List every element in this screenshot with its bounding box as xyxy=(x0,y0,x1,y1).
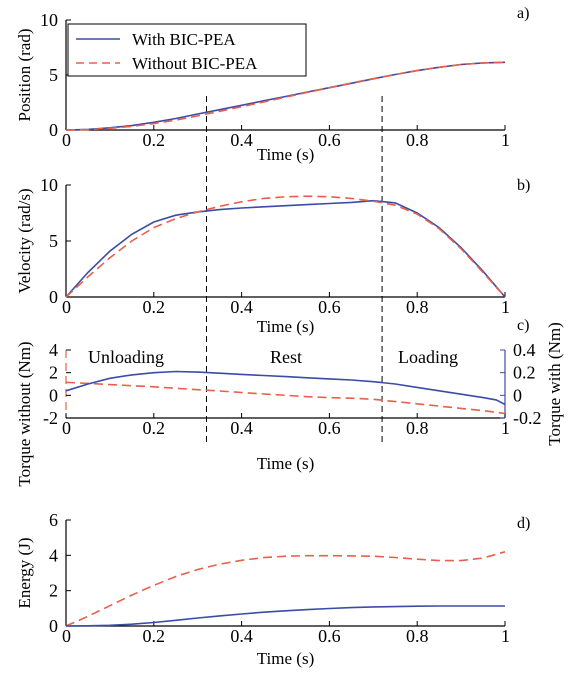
panel-b-ytick-label: 5 xyxy=(49,231,58,251)
panel-a-xtick-label: 0 xyxy=(62,130,71,150)
panel-c-ytick-label: 2 xyxy=(49,363,58,383)
panel-c-ytick-label: 4 xyxy=(49,340,58,360)
legend: With BIC-PEA Without BIC-PEA xyxy=(67,23,307,77)
panel-b-xtick-label: 0.8 xyxy=(406,297,429,317)
panel-d-series-without xyxy=(65,551,506,627)
panel-d-xtick-label: 1 xyxy=(501,626,510,646)
panel-c-ytick-right-label: 0 xyxy=(513,385,522,405)
panel-c-xtick-label: 0 xyxy=(62,418,71,438)
panel-b-ylabel: Velocity (rad/s) xyxy=(15,188,34,293)
panel-c-panel-label: c) xyxy=(517,317,529,334)
panel-c-series-with xyxy=(65,370,506,406)
panel-c-xlabel: Time (s) xyxy=(257,454,314,473)
panel-d-xlabel: Time (s) xyxy=(257,649,314,668)
panel-a-xtick-label: 1 xyxy=(501,130,510,150)
panel-d-xtick-label: 0.4 xyxy=(230,626,253,646)
axes-layer xyxy=(65,19,506,627)
panel-c-ylabel: Torque without (Nm) xyxy=(15,341,34,486)
panel-a-xtick-label: 0.2 xyxy=(143,130,166,150)
panel-b-xtick-label: 0.6 xyxy=(318,297,341,317)
panel-d-ylabel: Energy (J) xyxy=(15,538,34,609)
panel-b-xlabel: Time (s) xyxy=(257,317,314,336)
panel-d-ytick-label: 2 xyxy=(49,581,58,601)
panel-c-xtick-label: 0.2 xyxy=(143,418,166,438)
panel-a-xlabel: Time (s) xyxy=(257,145,314,164)
panel-c-xtick-label: 1 xyxy=(501,418,510,438)
panel-b-series-without xyxy=(65,195,506,298)
panel-a-series-without xyxy=(65,61,506,131)
panel-a-xtick-label: 0.8 xyxy=(406,130,429,150)
panel-d-ytick-label: 0 xyxy=(49,616,58,636)
panel-b-ytick-label: 0 xyxy=(49,287,58,307)
panel-b-xtick-label: 0.4 xyxy=(230,297,253,317)
panel-b-xtick-label: 1 xyxy=(501,297,510,317)
panel-d-xtick-label: 0.6 xyxy=(318,626,341,646)
legend-with-label: With BIC-PEA xyxy=(132,30,236,49)
panel-c-ytick-right-label: -0.2 xyxy=(513,408,542,428)
panel-d-panel-label: d) xyxy=(517,515,530,532)
lines-layer xyxy=(65,61,506,627)
panel-a-xtick-label: 0.4 xyxy=(230,130,253,150)
legend-box xyxy=(67,23,307,77)
panel-a-ytick-label: 10 xyxy=(40,10,58,30)
region-rest-label: Rest xyxy=(270,347,302,367)
panel-b-panel-label: b) xyxy=(517,177,530,194)
region-unloading-label: Unloading xyxy=(88,347,164,367)
panel-d-ytick-label: 4 xyxy=(49,545,58,565)
panel-a-panel-label: a) xyxy=(517,5,529,22)
region-loading-label: Loading xyxy=(398,347,458,367)
panel-c-ytick-right-label: 0.4 xyxy=(513,340,536,360)
panel-c-xtick-label: 0.4 xyxy=(230,418,253,438)
panel-c-xtick-label: 0.6 xyxy=(318,418,341,438)
panel-b-ytick-label: 10 xyxy=(40,175,58,195)
panel-d-ytick-label: 6 xyxy=(49,510,58,530)
panel-c-ytick-label: -2 xyxy=(43,408,58,428)
panel-b-series-with xyxy=(65,199,506,298)
panel-d-xtick-label: 0.2 xyxy=(143,626,166,646)
panel-d-xtick-label: 0 xyxy=(62,626,71,646)
panel-a-ytick-label: 5 xyxy=(49,65,58,85)
panel-d-series-with xyxy=(65,605,505,627)
panel-a-ylabel: Position (rad) xyxy=(15,28,34,121)
panel-d-xtick-label: 0.8 xyxy=(406,626,429,646)
panel-c-series-without xyxy=(65,381,506,415)
panel-c-ytick-right-label: 0.2 xyxy=(513,363,536,383)
panel-a-ytick-label: 0 xyxy=(49,120,58,140)
panel-b-xtick-label: 0 xyxy=(62,297,71,317)
panel-a-xtick-label: 0.6 xyxy=(318,130,341,150)
panel-c-xtick-label: 0.8 xyxy=(406,418,429,438)
panel-c-ytick-label: 0 xyxy=(49,385,58,405)
legend-without-label: Without BIC-PEA xyxy=(132,54,258,73)
panel-b-xtick-label: 0.2 xyxy=(143,297,166,317)
panel-c-ylabel-right: Torque with (Nm) xyxy=(545,322,564,445)
